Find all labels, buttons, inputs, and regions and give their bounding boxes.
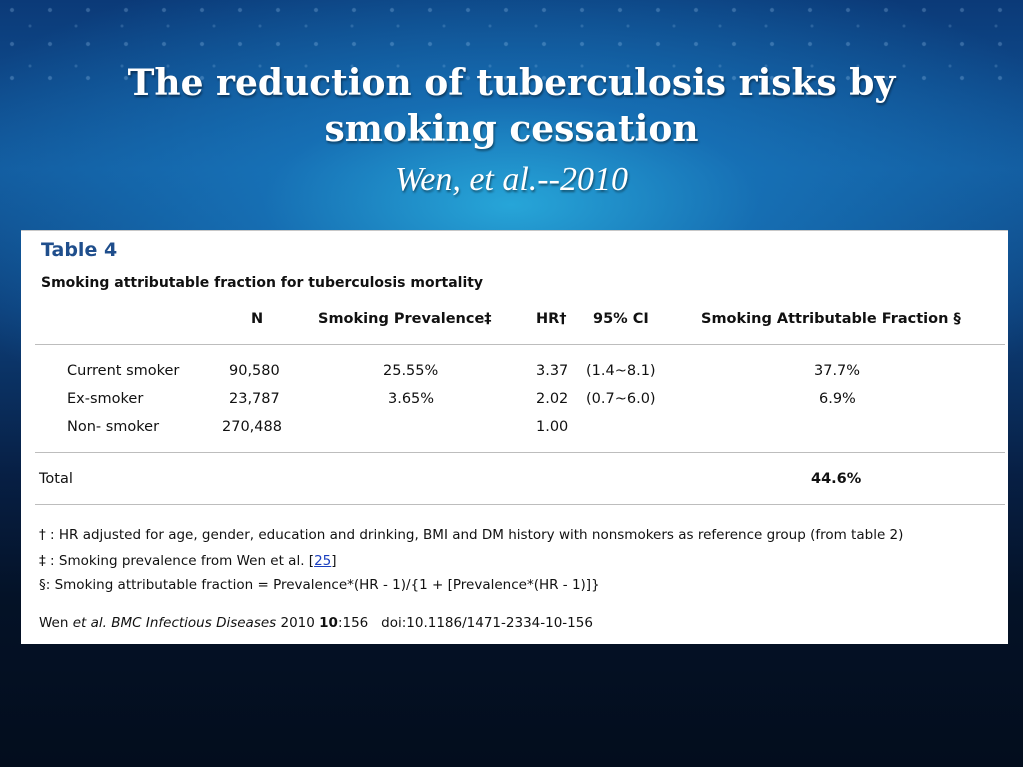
- citation-etal: et al.: [72, 615, 107, 631]
- header-prevalence: Smoking Prevalence‡: [318, 311, 492, 327]
- slide-subtitle: Wen, et al.--2010: [395, 161, 628, 198]
- row-prevalence: 25.55%: [383, 363, 439, 379]
- row-ci: (0.7~6.0): [586, 391, 656, 407]
- row-saf: 37.7%: [814, 363, 861, 379]
- reference-link[interactable]: 25: [314, 553, 332, 569]
- table-screenshot: Table 4 Smoking attributable fraction fo…: [21, 230, 1008, 644]
- row-label: Non- smoker: [67, 419, 160, 435]
- footnote-dagger: † : HR adjusted for age, gender, educati…: [39, 527, 904, 543]
- citation: Wen et al. BMC Infectious Diseases 2010 …: [39, 615, 593, 631]
- citation-author: Wen: [39, 615, 69, 631]
- slide-title: The reduction of tuberculosis risks by s…: [40, 60, 983, 152]
- row-n: 270,488: [222, 419, 282, 435]
- citation-year: 2010: [280, 615, 315, 631]
- slide-title-line-2: smoking cessation: [324, 108, 699, 150]
- footnote-ddagger-text: ‡ : Smoking prevalence from Wen et al. [: [39, 553, 315, 569]
- decorative-speckles: [0, 0, 1023, 90]
- citation-journal: BMC Infectious Diseases: [111, 615, 277, 631]
- total-saf: 44.6%: [811, 471, 862, 487]
- table-label: Table 4: [41, 239, 118, 261]
- citation-volume: 10: [319, 615, 338, 631]
- row-hr: 2.02: [536, 391, 569, 407]
- header-ci: 95% CI: [593, 311, 649, 327]
- citation-page: :156: [337, 615, 369, 631]
- row-hr: 3.37: [536, 363, 569, 379]
- header-saf: Smoking Attributable Fraction §: [701, 311, 961, 327]
- row-hr: 1.00: [536, 419, 569, 435]
- footnote-section: §: Smoking attributable fraction = Preva…: [39, 577, 600, 593]
- footnote-ddagger-close: ]: [331, 553, 337, 569]
- table-caption: Smoking attributable fraction for tuberc…: [41, 275, 484, 291]
- header-divider: [35, 344, 1005, 345]
- citation-doi: doi:10.1186/1471-2334-10-156: [381, 615, 593, 631]
- footnote-ddagger: ‡ : Smoking prevalence from Wen et al. […: [39, 553, 337, 569]
- slide-title-line-1: The reduction of tuberculosis risks by: [127, 62, 896, 104]
- row-label: Current smoker: [67, 363, 180, 379]
- total-divider: [35, 504, 1005, 505]
- row-n: 90,580: [229, 363, 280, 379]
- row-n: 23,787: [229, 391, 280, 407]
- total-label: Total: [39, 471, 73, 487]
- row-ci: (1.4~8.1): [586, 363, 656, 379]
- header-n: N: [251, 311, 264, 327]
- row-prevalence: 3.65%: [388, 391, 435, 407]
- body-divider: [35, 452, 1005, 453]
- row-saf: 6.9%: [819, 391, 856, 407]
- header-hr: HR†: [536, 311, 567, 327]
- row-label: Ex-smoker: [67, 391, 144, 407]
